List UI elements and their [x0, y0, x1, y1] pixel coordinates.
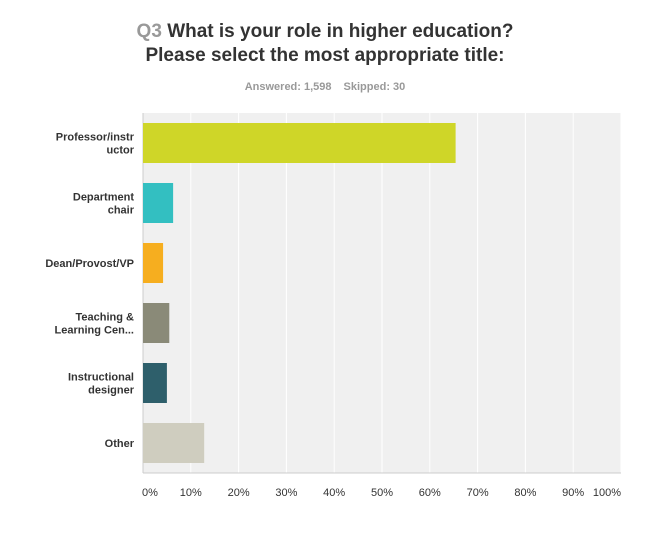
- category-label: designer: [88, 385, 135, 397]
- answered-count: Answered: 1,598: [244, 81, 332, 93]
- bar: [143, 363, 167, 403]
- response-stats: Answered: 1,598 Skipped: 30: [0, 81, 650, 93]
- x-tick-label: 10%: [180, 487, 202, 499]
- category-label: Instructional: [68, 372, 134, 384]
- bar: [143, 123, 456, 163]
- x-tick-label: 0%: [142, 487, 158, 499]
- category-label: uctor: [107, 145, 135, 157]
- x-tick-label: 30%: [275, 487, 297, 499]
- bar: [143, 243, 164, 283]
- chart-title-line1: Q3 What is your role in higher education…: [0, 20, 650, 44]
- category-label: Professor/instr: [56, 132, 135, 144]
- x-tick-label: 20%: [228, 487, 250, 499]
- x-tick-label: 70%: [467, 487, 489, 499]
- title-text: What is your role in higher education?: [167, 21, 514, 42]
- x-tick-label: 60%: [419, 487, 441, 499]
- category-label: chair: [108, 205, 135, 217]
- skipped-count: Skipped: 30: [343, 81, 406, 93]
- bar: [143, 423, 205, 463]
- category-label: Department: [73, 192, 134, 204]
- x-tick-label: 80%: [514, 487, 536, 499]
- category-label: Learning Cen...: [55, 325, 134, 337]
- x-tick-label: 90%: [562, 487, 584, 499]
- bar: [143, 183, 174, 223]
- x-tick-label: 40%: [323, 487, 345, 499]
- x-tick-label: 100%: [593, 487, 621, 499]
- chart-title-line2: Please select the most appropriate title…: [145, 45, 505, 66]
- category-label: Dean/Provost/VP: [45, 258, 134, 270]
- question-number: Q3: [136, 21, 162, 42]
- bar: [143, 303, 170, 343]
- category-label: Teaching &: [76, 312, 135, 324]
- category-label: Other: [105, 438, 135, 450]
- x-tick-label: 50%: [371, 487, 393, 499]
